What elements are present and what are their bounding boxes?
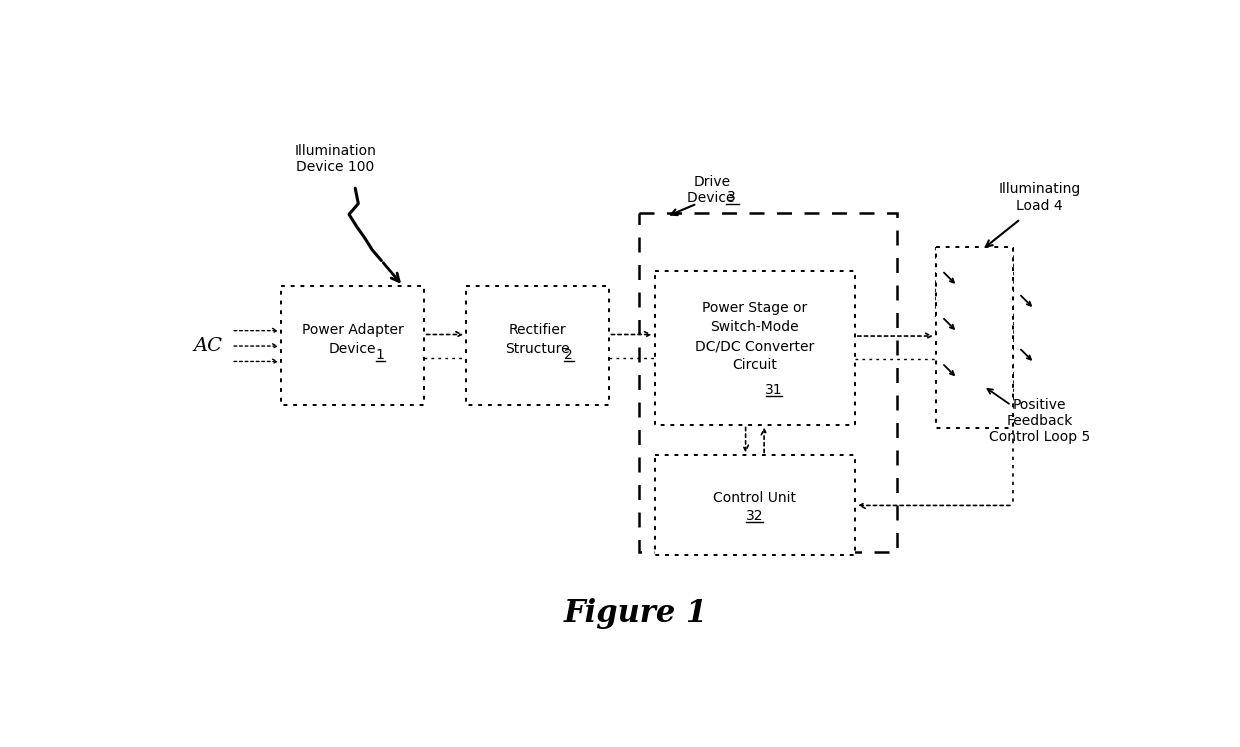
Text: Control Unit: Control Unit	[713, 491, 796, 505]
Text: Drive
Device: Drive Device	[687, 175, 739, 205]
Bar	[655, 270, 854, 424]
Text: Power Stage or
Switch-Mode
DC/DC Converter
Circuit: Power Stage or Switch-Mode DC/DC Convert…	[696, 301, 815, 372]
Text: 31: 31	[765, 383, 782, 397]
Bar	[281, 286, 424, 406]
Text: Positive
Feedback
Control Loop 5: Positive Feedback Control Loop 5	[990, 397, 1090, 444]
Text: Power Adapter
Device: Power Adapter Device	[301, 323, 403, 356]
Text: 32: 32	[746, 509, 764, 523]
Text: Rectifier
Structure: Rectifier Structure	[505, 323, 569, 356]
Text: 1: 1	[376, 348, 384, 362]
Bar	[640, 213, 898, 551]
Text: Figure 1: Figure 1	[563, 598, 708, 629]
Text: Illuminating
Load 4: Illuminating Load 4	[998, 182, 1081, 213]
Text: AC: AC	[193, 337, 223, 355]
Text: 2: 2	[564, 348, 573, 362]
Bar	[655, 456, 854, 556]
Bar	[936, 247, 1013, 429]
Text: Illumination
Device 100: Illumination Device 100	[294, 144, 376, 174]
Text: 3: 3	[728, 190, 737, 205]
Bar	[466, 286, 609, 406]
